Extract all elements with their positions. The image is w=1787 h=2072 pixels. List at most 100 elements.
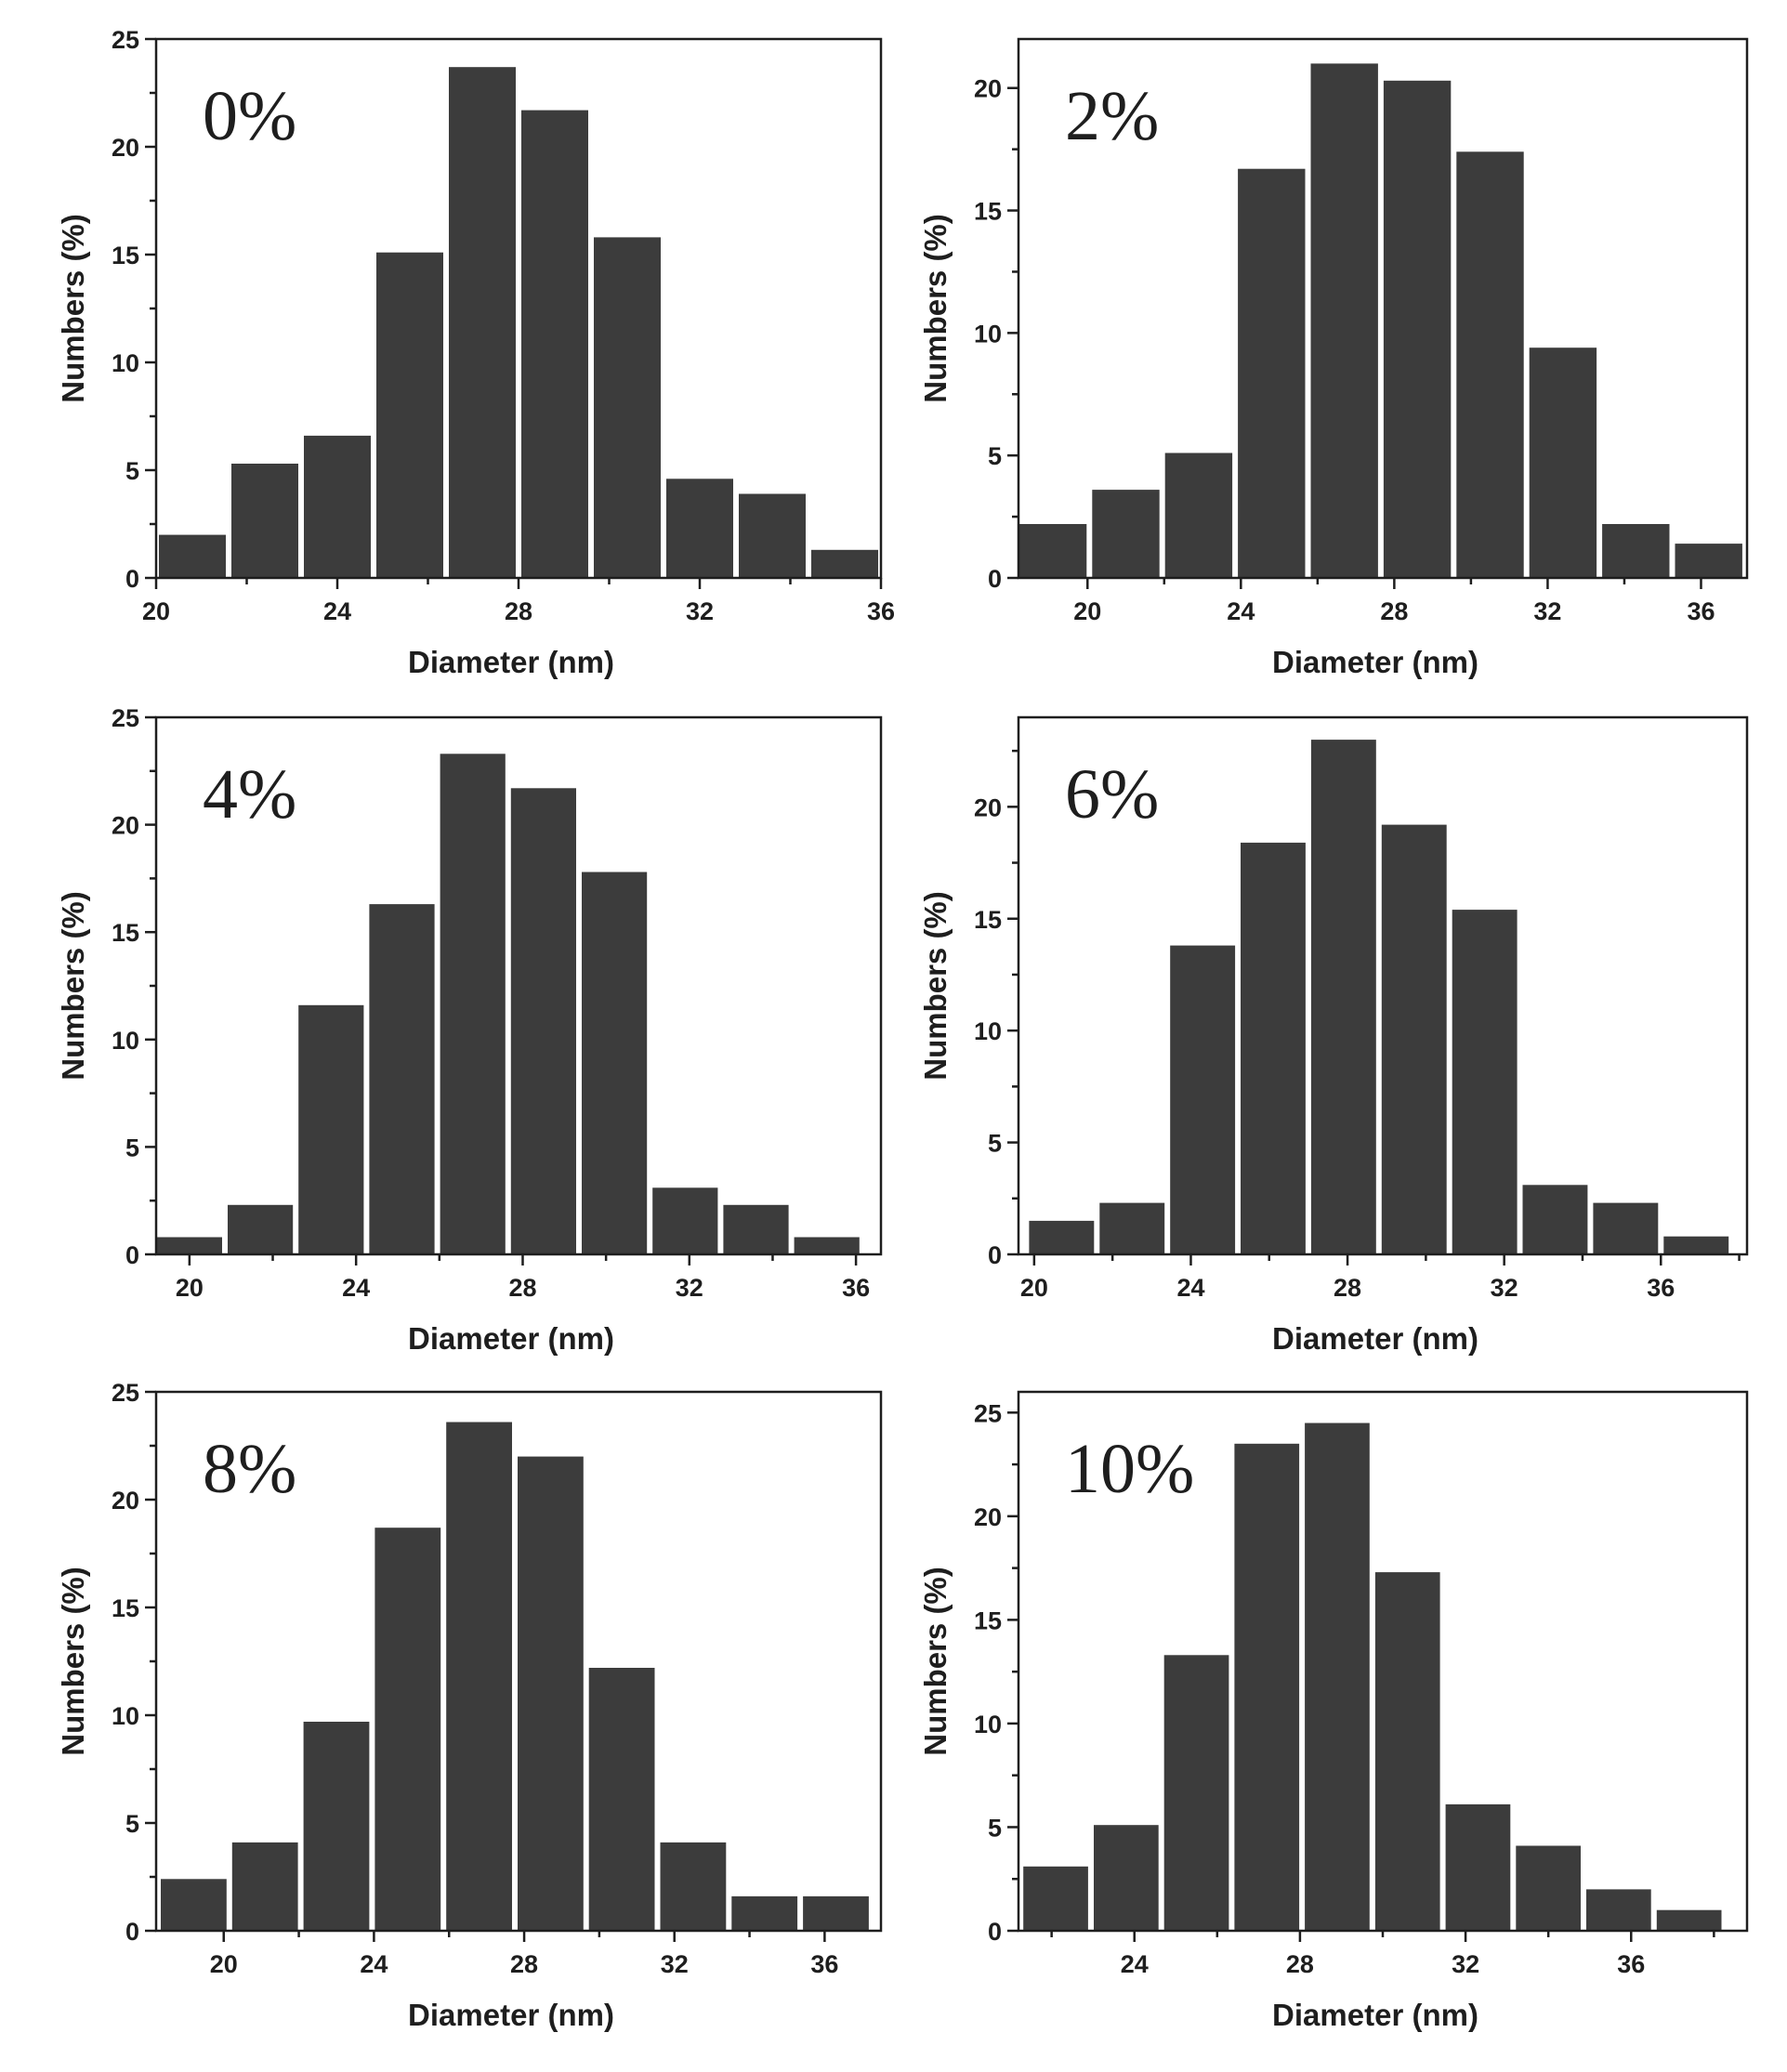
x-tick-label: 20	[176, 1274, 204, 1302]
bar	[1445, 1803, 1511, 1931]
x-tick-label: 32	[661, 1950, 689, 1978]
x-axis-title: Diameter (nm)	[408, 1321, 614, 1356]
x-tick-label: 28	[508, 1274, 536, 1302]
histogram-panel-2: 0 5 10 15 20 25 20 24 28 32 36 Diameter (nm) Numbers…	[56, 704, 883, 1356]
bar	[303, 1722, 370, 1931]
y-tick-label: 20	[112, 812, 139, 840]
y-tick-label: 10	[112, 1027, 139, 1055]
x-tick-label: 28	[1334, 1274, 1361, 1302]
bar	[803, 1895, 869, 1931]
y-tick-label: 0	[988, 1241, 1002, 1269]
bar	[374, 1528, 441, 1931]
bar	[1586, 1889, 1651, 1931]
x-tick-label: 32	[676, 1274, 703, 1302]
bar	[1675, 544, 1742, 578]
x-tick-label: 20	[1073, 597, 1101, 625]
y-tick-label: 10	[974, 320, 1002, 348]
x-tick-label: 24	[342, 1274, 370, 1302]
x-tick-label: 24	[323, 597, 351, 625]
panel-label: 6%	[1065, 755, 1159, 833]
bar	[1029, 1220, 1095, 1254]
x-tick-label: 36	[842, 1274, 870, 1302]
bar	[1383, 80, 1452, 579]
panel-label: 8%	[203, 1430, 296, 1508]
y-tick-label: 5	[988, 442, 1002, 470]
bar	[660, 1842, 727, 1931]
y-tick-label: 10	[112, 1702, 139, 1730]
y-tick-label: 20	[112, 134, 139, 162]
bar	[1163, 1655, 1229, 1931]
panel-label: 2%	[1065, 77, 1159, 155]
x-tick-label: 20	[142, 597, 170, 625]
y-tick-label: 5	[988, 1814, 1002, 1842]
bar	[1305, 1423, 1370, 1931]
bar	[304, 435, 371, 578]
bar	[1164, 452, 1233, 578]
bar	[446, 1422, 512, 1931]
x-tick-label: 20	[1020, 1274, 1048, 1302]
bar	[652, 1187, 718, 1254]
x-tick-label: 36	[1617, 1950, 1645, 1978]
y-tick-label: 15	[974, 1606, 1002, 1634]
x-tick-label: 32	[1452, 1950, 1479, 1978]
bar	[369, 904, 435, 1254]
y-tick-label: 20	[974, 1503, 1002, 1531]
x-tick-label: 32	[1533, 597, 1561, 625]
y-tick-label: 25	[112, 704, 139, 732]
bar	[1092, 490, 1160, 578]
y-tick-label: 5	[125, 457, 139, 485]
bar	[1018, 524, 1087, 578]
y-tick-label: 0	[125, 565, 139, 593]
bar	[731, 1895, 798, 1931]
plot-frame	[1017, 715, 1749, 1256]
y-axis-title: Numbers (%)	[918, 214, 953, 403]
bar	[1099, 1202, 1165, 1254]
bar	[588, 1668, 655, 1931]
bar	[723, 1204, 789, 1254]
y-tick-label: 10	[112, 349, 139, 377]
x-tick-label: 36	[1647, 1274, 1675, 1302]
bar	[521, 110, 588, 578]
bar	[1456, 151, 1524, 579]
x-tick-label: 28	[505, 597, 532, 625]
bar	[518, 1456, 584, 1931]
y-tick-label: 0	[125, 1241, 139, 1269]
bar	[1602, 524, 1670, 578]
bar	[1656, 1909, 1722, 1931]
x-tick-label: 28	[1380, 597, 1408, 625]
bar	[1023, 1866, 1088, 1931]
x-tick-label: 28	[510, 1950, 538, 1978]
bar	[1094, 1825, 1159, 1931]
bar	[156, 1237, 222, 1254]
y-tick-label: 25	[974, 1399, 1002, 1427]
x-axis-title: Diameter (nm)	[1272, 645, 1478, 679]
bar	[794, 1237, 860, 1254]
bar	[449, 67, 516, 578]
y-tick-label: 15	[112, 919, 139, 947]
bar	[440, 754, 506, 1254]
bar	[231, 464, 298, 578]
x-tick-label: 36	[810, 1950, 838, 1978]
bar	[666, 479, 733, 578]
x-tick-label: 32	[686, 597, 714, 625]
bar	[1310, 740, 1376, 1254]
bar	[376, 252, 443, 578]
bar	[594, 237, 661, 578]
bar	[811, 549, 878, 578]
bar	[298, 1004, 364, 1254]
x-tick-label: 24	[360, 1950, 388, 1978]
y-axis-title: Numbers (%)	[918, 1567, 953, 1756]
y-tick-label: 15	[974, 198, 1002, 226]
bar	[1238, 168, 1306, 578]
x-axis-title: Diameter (nm)	[408, 645, 614, 679]
x-axis-title: Diameter (nm)	[1272, 1321, 1478, 1356]
y-tick-label: 20	[112, 1487, 139, 1515]
y-axis-title: Numbers (%)	[56, 1567, 90, 1756]
bar	[161, 1879, 227, 1931]
bar	[1170, 945, 1236, 1254]
y-tick-label: 15	[974, 906, 1002, 934]
bar	[231, 1842, 298, 1931]
bar	[159, 534, 226, 578]
y-tick-label: 25	[112, 26, 139, 54]
